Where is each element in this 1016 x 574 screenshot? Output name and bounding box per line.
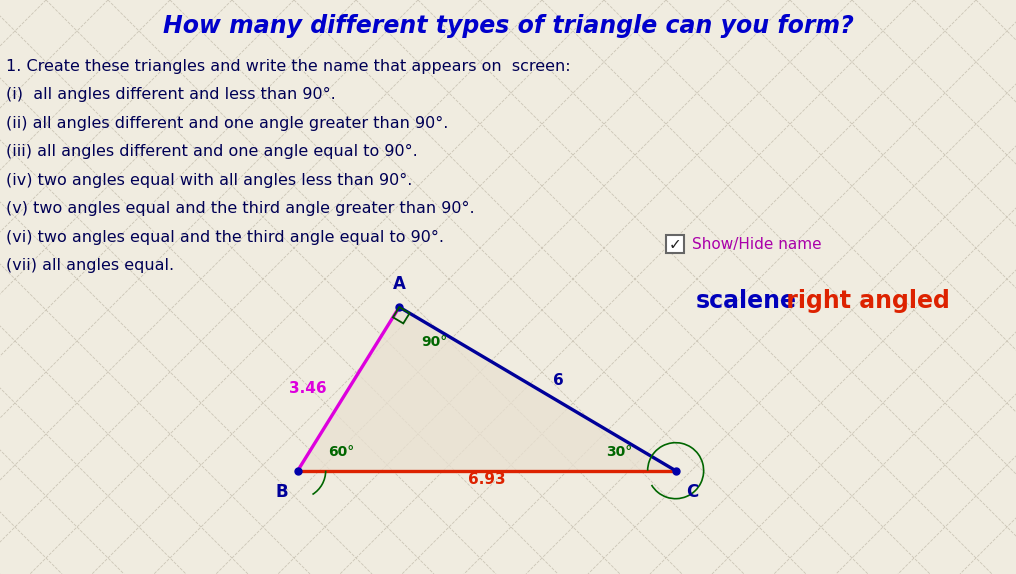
Text: 6: 6 — [554, 373, 564, 389]
Text: (vii) all angles equal.: (vii) all angles equal. — [6, 258, 174, 273]
Text: B: B — [275, 483, 288, 501]
Text: (vi) two angles equal and the third angle equal to 90°.: (vi) two angles equal and the third angl… — [6, 230, 444, 245]
Text: 3.46: 3.46 — [289, 381, 326, 397]
Polygon shape — [298, 307, 676, 471]
Text: (iv) two angles equal with all angles less than 90°.: (iv) two angles equal with all angles le… — [6, 173, 412, 188]
Text: Show/Hide name: Show/Hide name — [693, 238, 822, 253]
Text: 1. Create these triangles and write the name that appears on  screen:: 1. Create these triangles and write the … — [6, 59, 571, 73]
Text: right angled: right angled — [778, 289, 950, 313]
Text: (i)  all angles different and less than 90°.: (i) all angles different and less than 9… — [6, 87, 335, 102]
Text: 30°: 30° — [606, 445, 632, 459]
Text: C: C — [686, 483, 698, 501]
Text: 60°: 60° — [328, 445, 354, 459]
Text: ✓: ✓ — [670, 238, 682, 253]
Text: (v) two angles equal and the third angle greater than 90°.: (v) two angles equal and the third angle… — [6, 201, 474, 216]
Text: How many different types of triangle can you form?: How many different types of triangle can… — [163, 14, 853, 38]
Text: 6.93: 6.93 — [467, 472, 506, 487]
Text: 90°: 90° — [422, 335, 447, 349]
Text: (iii) all angles different and one angle equal to 90°.: (iii) all angles different and one angle… — [6, 144, 418, 159]
Text: (ii) all angles different and one angle greater than 90°.: (ii) all angles different and one angle … — [6, 115, 448, 130]
Text: scalene: scalene — [696, 289, 797, 313]
FancyBboxPatch shape — [666, 235, 685, 253]
Text: A: A — [393, 275, 405, 293]
